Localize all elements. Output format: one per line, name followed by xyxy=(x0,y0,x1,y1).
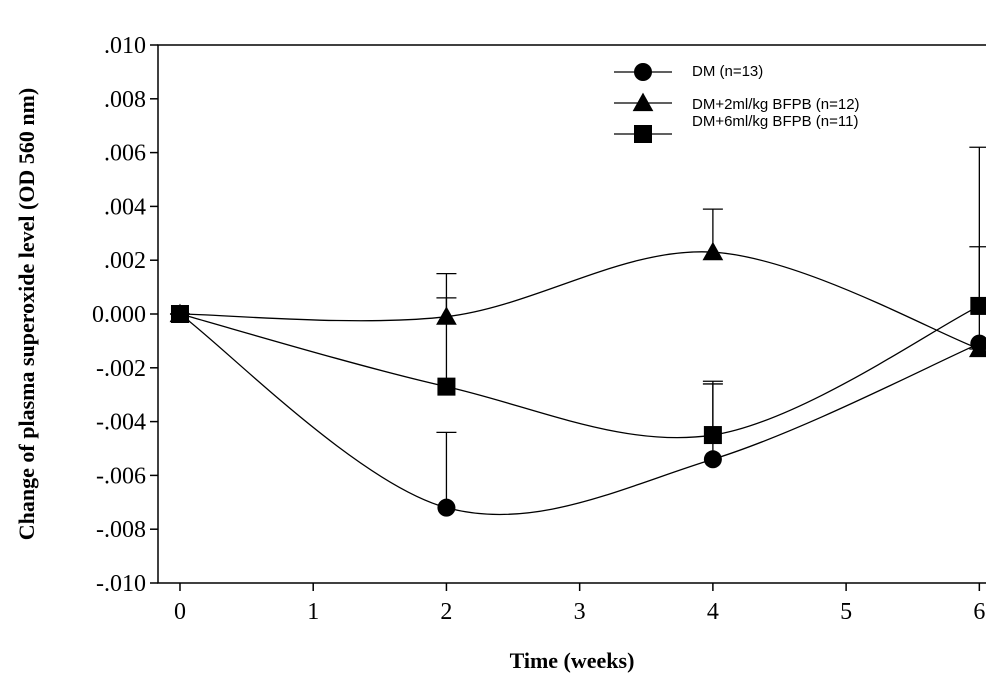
y-tick-label: -.004 xyxy=(96,410,146,436)
x-tick-label: 1 xyxy=(307,599,319,625)
y-tick-label: 0.000 xyxy=(92,302,146,328)
legend-label: DM+2ml/kg BFPB (n=12) xyxy=(692,96,860,113)
marker xyxy=(633,93,654,111)
marker xyxy=(171,305,189,323)
axes xyxy=(158,45,986,583)
y-tick-label: .006 xyxy=(104,141,146,167)
x-tick-label: 0 xyxy=(174,599,186,625)
chart: Time (weeks) Change of plasma superoxide… xyxy=(0,0,986,678)
marker xyxy=(634,125,652,143)
series-line xyxy=(180,314,979,515)
x-tick-label: 5 xyxy=(840,599,852,625)
error-bar xyxy=(969,147,986,306)
marker xyxy=(704,450,722,468)
y-tick-label: -.006 xyxy=(96,463,146,489)
marker xyxy=(970,297,986,315)
x-tick-label: 3 xyxy=(574,599,586,625)
legend-label: DM (n=13) xyxy=(692,63,763,80)
y-tick-label: -.008 xyxy=(96,517,146,543)
y-tick-label: .008 xyxy=(104,87,146,113)
marker xyxy=(437,378,455,396)
error-bar xyxy=(436,432,456,507)
y-tick-label: .004 xyxy=(104,194,146,220)
y-tick-label: -.002 xyxy=(96,356,146,382)
marker xyxy=(703,242,724,260)
y-axis-title: Change of plasma superoxide level (OD 56… xyxy=(14,88,39,540)
legend-label: DM+6ml/kg BFPB (n=11) xyxy=(692,113,858,130)
page: Time (weeks) Change of plasma superoxide… xyxy=(0,0,986,678)
error-bar xyxy=(969,247,986,344)
x-tick-label: 4 xyxy=(707,599,719,625)
x-axis-title: Time (weeks) xyxy=(510,648,635,673)
y-tick-label: -.010 xyxy=(96,571,146,597)
marker xyxy=(437,499,455,517)
series-line xyxy=(180,252,979,349)
y-tick-label: .010 xyxy=(104,33,146,59)
x-tick-label: 2 xyxy=(440,599,452,625)
x-tick-label: 6 xyxy=(973,599,985,625)
series-line xyxy=(180,306,979,438)
marker xyxy=(634,63,652,81)
marker xyxy=(704,426,722,444)
y-tick-label: .002 xyxy=(104,248,146,274)
